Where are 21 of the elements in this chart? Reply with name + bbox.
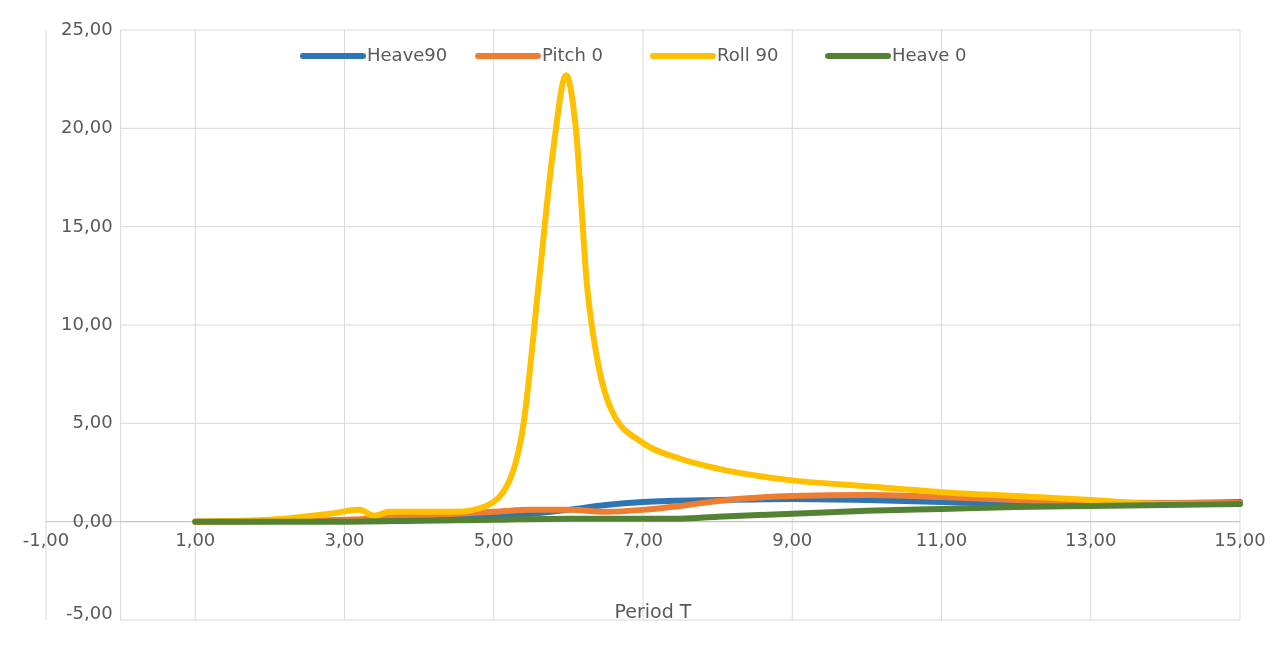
x-tick-label: 9,00 — [772, 528, 813, 550]
x-tick-label: 1,00 — [175, 528, 216, 550]
y-tick-label: 15,00 — [61, 214, 113, 236]
legend-label: Pitch 0 — [542, 44, 603, 65]
y-tick-label: 10,00 — [61, 313, 113, 334]
x-tick-label: 15,00 — [1214, 528, 1266, 550]
legend-label: Roll 90 — [717, 44, 779, 65]
x-axis-title: Period T — [614, 600, 692, 622]
x-tick-label: 13,00 — [1064, 528, 1117, 550]
x-tick-label: 11,00 — [915, 528, 968, 550]
y-tick-label: 25,00 — [61, 18, 113, 39]
y-tick-label: -5,00 — [66, 602, 113, 623]
y-tick-label: 20,00 — [61, 116, 113, 138]
y-tick-label: 0,00 — [72, 509, 113, 531]
legend-label: Heave90 — [367, 44, 448, 65]
legend-label: Heave 0 — [892, 44, 967, 65]
x-tick-label: 7,00 — [622, 528, 664, 550]
x-tick-label: 5,00 — [473, 528, 514, 550]
y-tick-label: 5,00 — [72, 411, 113, 433]
x-tick-label: -1,00 — [22, 528, 70, 550]
x-tick-label: 3,00 — [324, 528, 365, 550]
